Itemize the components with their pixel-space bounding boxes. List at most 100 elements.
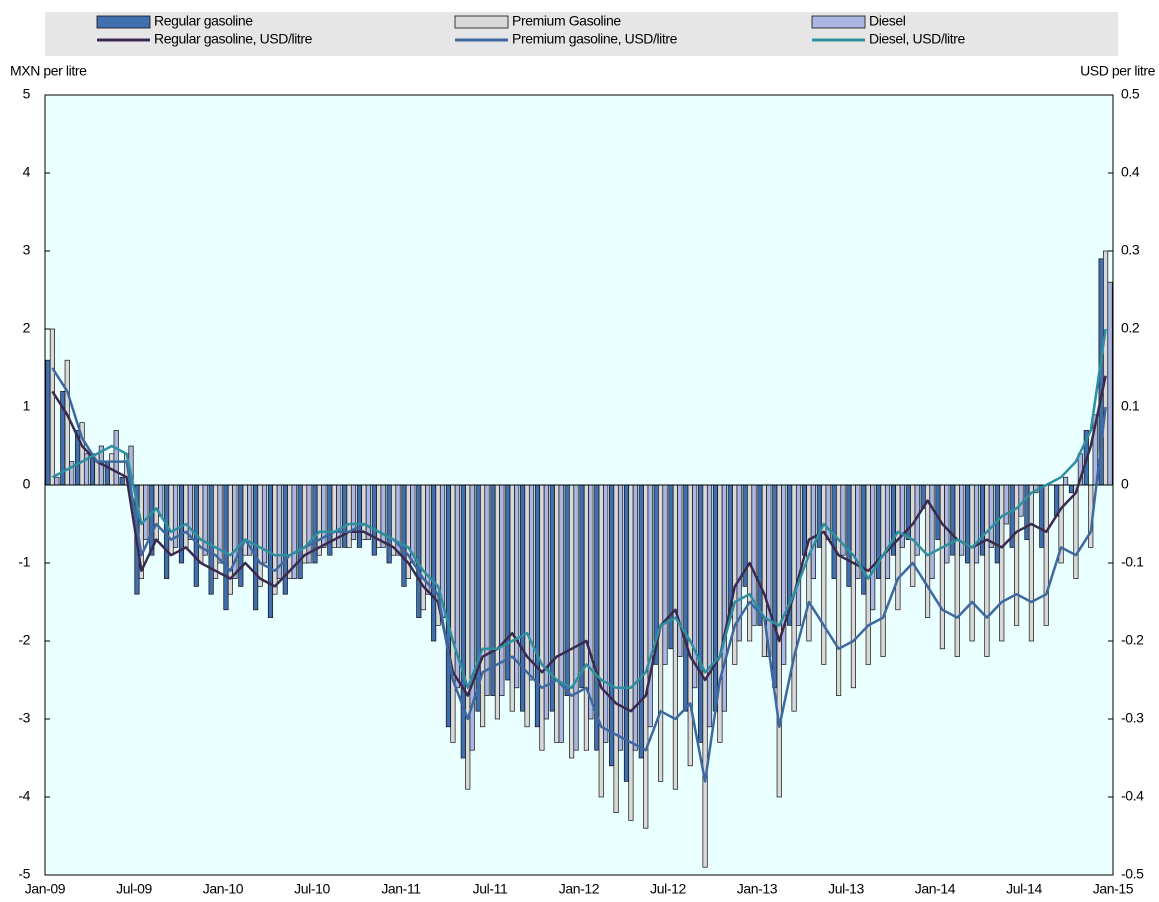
bar (643, 484, 649, 829)
bar (984, 484, 990, 657)
bar (569, 484, 575, 759)
bar (712, 484, 719, 712)
bar (302, 484, 308, 564)
y-tick-label: 3 (23, 242, 31, 258)
bar (821, 484, 827, 665)
bar (64, 359, 70, 486)
bar (371, 484, 377, 556)
bar (509, 484, 515, 712)
bar (732, 484, 738, 665)
bar (564, 484, 570, 696)
bar (1028, 484, 1034, 642)
y2-tick-label: 0.5 (1121, 86, 1140, 102)
y-tick-label: 4 (23, 164, 31, 180)
x-tick-label: Jan-12 (559, 881, 600, 897)
bar (579, 484, 585, 689)
bar (1073, 484, 1079, 579)
bar (445, 484, 452, 728)
bar (662, 484, 668, 665)
x-tick-label: Jan-10 (203, 881, 244, 897)
bar (950, 484, 956, 556)
bar (253, 484, 259, 611)
bar (401, 484, 407, 587)
legend-label: Regular gasoline, USD/litre (154, 31, 313, 47)
bar (514, 484, 520, 689)
bar (54, 476, 60, 486)
x-tick-label: Jan-11 (381, 881, 421, 897)
bar (539, 484, 545, 751)
bar (346, 484, 352, 548)
bar (416, 484, 422, 618)
y2-tick-label: -0.3 (1121, 710, 1144, 726)
y-axis-label: MXN per litre (10, 63, 87, 79)
bar (965, 484, 971, 564)
bar (391, 484, 397, 556)
bar (490, 484, 496, 696)
bar (810, 484, 816, 579)
bar (850, 484, 856, 689)
bar (119, 476, 125, 486)
bar (297, 484, 303, 579)
bar (49, 328, 55, 486)
bar (795, 484, 802, 626)
x-tick-label: Jul-14 (1006, 881, 1042, 897)
bar (534, 484, 541, 728)
bar (939, 484, 945, 650)
bar (583, 484, 589, 751)
bar (480, 484, 486, 728)
bar (520, 484, 526, 712)
legend-label: Premium gasoline, USD/litre (512, 31, 678, 47)
bar (895, 484, 901, 611)
bar (198, 484, 204, 564)
bar (494, 484, 500, 720)
bar (973, 484, 980, 564)
line (51, 328, 1107, 690)
bar (781, 484, 787, 665)
y2-tick-label: -0.5 (1121, 866, 1144, 882)
bar (1107, 281, 1113, 486)
bar (698, 484, 704, 743)
x-tick-label: Jan-13 (737, 881, 778, 897)
bar (143, 484, 149, 540)
bar (588, 484, 594, 720)
bar (183, 484, 189, 548)
y-tick-label: 5 (23, 86, 31, 102)
bar (505, 484, 511, 681)
y2-tick-label: 0.2 (1121, 320, 1140, 336)
bar (168, 484, 174, 556)
bar (609, 484, 615, 767)
bar (1068, 484, 1075, 494)
x-tick-label: Jul-11 (473, 881, 508, 897)
bar (683, 484, 689, 712)
x-tick-label: Jan-09 (25, 881, 66, 897)
legend-swatch (96, 15, 151, 29)
bar (801, 484, 808, 556)
y2-tick-label: -0.4 (1121, 788, 1144, 804)
bar (1062, 476, 1069, 486)
bar (668, 484, 674, 650)
legend-label: Regular gasoline (154, 13, 253, 29)
bar (223, 484, 229, 611)
bar (757, 484, 763, 626)
bar (558, 484, 564, 743)
bar (484, 484, 490, 696)
bar (772, 484, 778, 689)
bar (257, 484, 263, 587)
bar (450, 484, 456, 743)
bar (979, 484, 986, 556)
bar (717, 484, 723, 743)
bar (327, 484, 333, 556)
bar (706, 484, 713, 728)
bar (1024, 484, 1030, 540)
legend-swatch (454, 15, 509, 29)
bar (617, 484, 624, 751)
bar (202, 484, 208, 556)
bar (598, 484, 604, 798)
bar (1003, 484, 1009, 525)
x-tick-label: Jul-13 (828, 881, 864, 897)
y2-tick-label: 0.3 (1121, 242, 1140, 258)
bar (386, 484, 392, 564)
bar (623, 484, 630, 782)
y-tick-label: 1 (23, 398, 31, 414)
